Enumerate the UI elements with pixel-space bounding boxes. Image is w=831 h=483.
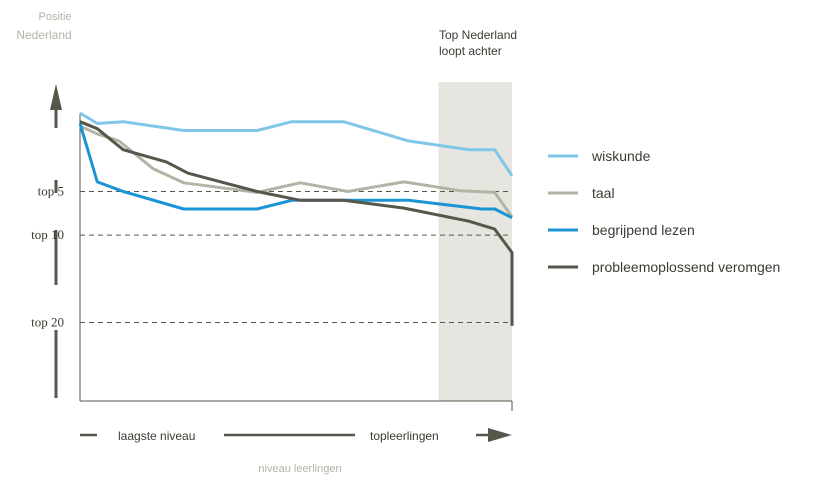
y-tick-label-top-20: top 20 <box>31 314 64 329</box>
y-axis-title-line-1: Positie <box>38 11 71 23</box>
x-arrow-left-label: laagste niveau <box>118 429 195 443</box>
x-arrow-right-label: topleerlingen <box>370 429 439 443</box>
highlight-region <box>438 82 512 401</box>
series-line-probleemoplossend-veromgen <box>79 120 514 326</box>
y-tick-label-top-5: top 5 <box>38 184 64 199</box>
legend-label-begrijpend-lezen: begrijpend lezen <box>592 222 695 238</box>
y-gridlines <box>80 191 512 323</box>
y-axis-title-line-2: Nederland <box>16 28 71 42</box>
highlight-label-line-1: Top Nederland <box>439 28 517 42</box>
y-tick-label-top-10: top 10 <box>31 227 64 242</box>
series-line-wiskunde <box>79 111 514 177</box>
x-axis-arrow <box>80 428 512 442</box>
legend: wiskunde taal begrijpend lezen probleemoplo… <box>548 148 780 275</box>
series-line-taal <box>79 124 514 218</box>
highlight-label-line-2: loopt achter <box>439 44 502 58</box>
y-tick-labels: top 5 top 10 top 20 <box>31 184 64 330</box>
legend-label-taal: taal <box>592 185 615 201</box>
series-layer <box>78 111 514 326</box>
series-line-begrijpend-lezen <box>78 123 513 220</box>
y-axis-arrow <box>50 84 62 398</box>
legend-label-wiskunde: wiskunde <box>591 148 651 164</box>
legend-label-probleemoplossend-veromgen: probleemoplossend veromgen <box>592 259 780 275</box>
x-axis-title: niveau leerlingen <box>258 463 341 475</box>
